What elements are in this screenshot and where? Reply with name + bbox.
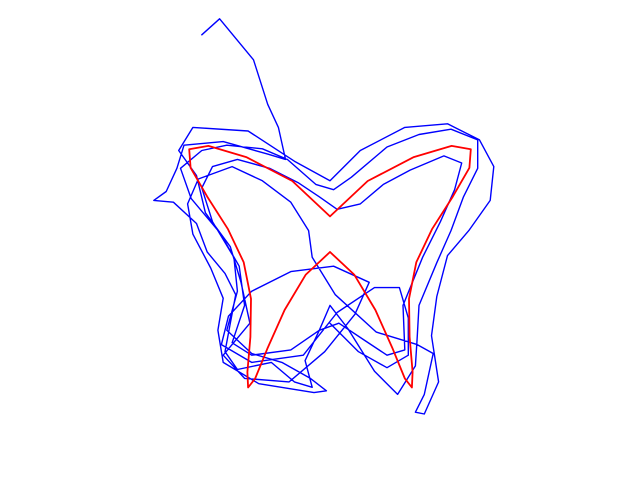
series-line-reference <box>188 145 472 389</box>
series-line-trace <box>153 18 495 415</box>
